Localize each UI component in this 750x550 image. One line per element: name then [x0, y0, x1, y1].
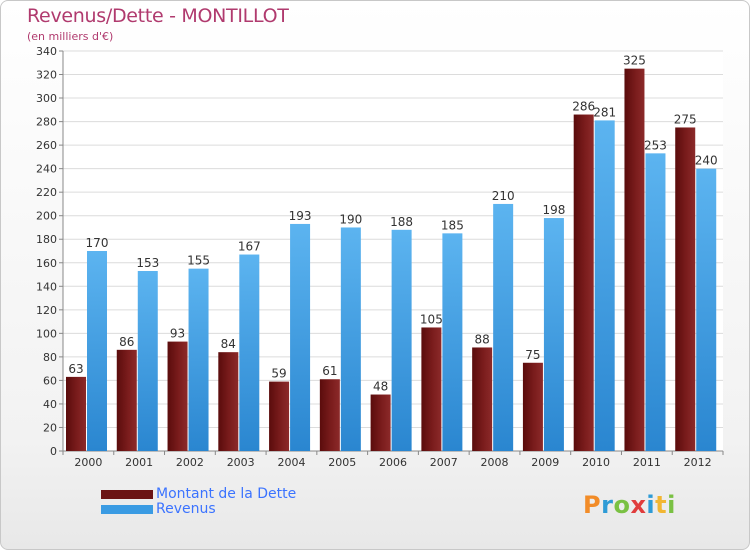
y-tick-label: 120	[36, 304, 57, 317]
y-tick-label: 320	[36, 69, 57, 82]
logo-letter: i	[667, 491, 676, 519]
x-tick-label: 2003	[227, 456, 255, 469]
legend-label-debt: Montant de la Dette	[156, 486, 297, 502]
bar-debt	[624, 68, 645, 451]
y-tick-label: 140	[36, 280, 57, 293]
logo-letter: x	[630, 491, 647, 519]
x-tick-label: 2008	[481, 456, 509, 469]
chart-title: Revenus/Dette - MONTILLOT	[27, 5, 289, 27]
data-label-revenue: 240	[695, 154, 718, 168]
data-label-revenue: 281	[593, 105, 616, 119]
bar-debt	[370, 394, 391, 451]
y-tick-label: 0	[50, 445, 57, 458]
data-label-revenue: 167	[238, 240, 261, 254]
data-label-debt: 286	[572, 100, 595, 114]
y-tick-label: 80	[43, 351, 57, 364]
logo-letter: o	[613, 491, 631, 519]
data-label-debt: 325	[623, 54, 646, 68]
legend-swatch-debt	[101, 490, 153, 499]
bar-debt	[421, 327, 442, 451]
data-label-debt: 93	[170, 327, 185, 341]
bar-debt	[675, 127, 696, 452]
logo-letter: r	[601, 491, 614, 519]
x-tick-label: 2002	[176, 456, 204, 469]
y-tick-label: 100	[36, 327, 57, 340]
data-label-revenue: 188	[390, 215, 413, 229]
data-label-debt: 275	[674, 112, 697, 126]
data-label-debt: 48	[373, 380, 388, 394]
bar-debt	[472, 347, 493, 451]
y-tick-label: 200	[36, 210, 57, 223]
y-tick-label: 40	[43, 398, 57, 411]
data-label-debt: 105	[420, 312, 443, 326]
x-tick-label: 2011	[633, 456, 661, 469]
bar-revenue	[442, 233, 463, 451]
data-label-revenue: 170	[86, 236, 109, 250]
bar-revenue	[290, 223, 311, 451]
data-label-revenue: 210	[492, 189, 515, 203]
bar-revenue	[696, 168, 717, 451]
bar-revenue	[188, 268, 209, 451]
bar-debt	[522, 362, 543, 451]
logo-letter: i	[646, 491, 656, 519]
bar-revenue	[137, 271, 158, 451]
x-tick-label: 2010	[582, 456, 610, 469]
bar-debt	[167, 341, 188, 451]
x-tick-label: 2000	[74, 456, 102, 469]
y-tick-label: 280	[36, 116, 57, 129]
data-label-revenue: 155	[187, 254, 210, 268]
chart-subtitle: (en milliers d'€)	[27, 30, 114, 43]
proxiti-logo: Proxiti	[583, 491, 676, 519]
legend-swatch-revenue	[101, 505, 153, 514]
bar-debt	[319, 379, 340, 451]
bar-debt	[116, 349, 137, 451]
x-tick-label: 2005	[328, 456, 356, 469]
y-tick-label: 240	[36, 163, 57, 176]
bar-revenue	[239, 254, 260, 451]
y-tick-label: 180	[36, 233, 57, 246]
x-tick-label: 2009	[531, 456, 559, 469]
x-tick-label: 2007	[430, 456, 458, 469]
data-label-debt: 63	[68, 362, 83, 376]
bar-revenue	[645, 153, 666, 451]
y-tick-label: 300	[36, 92, 57, 105]
bar-debt	[269, 381, 290, 451]
y-tick-label: 220	[36, 186, 57, 199]
data-label-revenue: 253	[644, 138, 667, 152]
x-tick-label: 2001	[125, 456, 153, 469]
bar-revenue	[340, 227, 361, 451]
bar-revenue	[391, 229, 412, 451]
data-label-revenue: 153	[136, 256, 159, 270]
data-label-debt: 84	[221, 337, 236, 351]
bar-revenue	[594, 120, 615, 451]
bar-debt	[573, 114, 594, 451]
y-tick-label: 160	[36, 257, 57, 270]
logo-letter: t	[655, 491, 668, 519]
bar-revenue	[543, 218, 564, 451]
y-tick-label: 20	[43, 421, 57, 434]
x-tick-label: 2004	[277, 456, 305, 469]
bar-debt	[66, 376, 86, 451]
bar-revenue	[493, 203, 514, 451]
y-tick-label: 260	[36, 139, 57, 152]
logo-letter: P	[583, 491, 602, 519]
legend-label-revenue: Revenus	[156, 501, 216, 517]
data-label-revenue: 198	[542, 203, 565, 217]
data-label-debt: 86	[119, 335, 134, 349]
data-label-debt: 75	[525, 348, 540, 362]
x-tick-label: 2012	[684, 456, 712, 469]
y-tick-label: 60	[43, 374, 57, 387]
y-tick-label: 340	[36, 45, 57, 58]
data-label-revenue: 193	[289, 209, 312, 223]
data-label-revenue: 185	[441, 218, 464, 232]
data-label-revenue: 190	[339, 212, 362, 226]
data-label-debt: 59	[271, 367, 286, 381]
bar-revenue	[87, 251, 107, 451]
data-label-debt: 88	[475, 332, 490, 346]
x-tick-label: 2006	[379, 456, 407, 469]
data-label-debt: 61	[322, 364, 337, 378]
bar-debt	[218, 352, 239, 451]
